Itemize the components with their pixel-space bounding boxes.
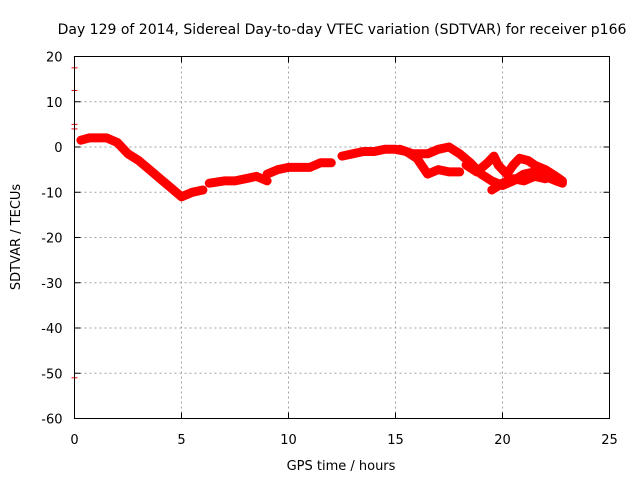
y-tick-label: -10 <box>41 186 62 201</box>
y-tick-label: -60 <box>41 413 62 428</box>
x-axis-label: GPS time / hours <box>287 459 396 474</box>
x-tick-label: 15 <box>387 433 404 448</box>
series-line-core <box>207 174 270 186</box>
axes: 0 5 10 15 20 25 20 10 0 -10 -20 -30 -40 -50 -60 <box>41 51 618 449</box>
y-tick-label: 10 <box>46 96 63 111</box>
series-line-core <box>464 154 565 183</box>
y-tick-label: -20 <box>41 232 62 247</box>
data-traces <box>76 133 567 202</box>
y-tick-label: 20 <box>46 51 63 66</box>
series-line-core <box>265 160 334 177</box>
x-tick-label: 0 <box>70 433 78 448</box>
x-tick-label: 5 <box>177 433 185 448</box>
y-tick-label: -30 <box>41 277 62 292</box>
chart-title: Day 129 of 2014, Sidereal Day-to-day VTE… <box>58 22 627 38</box>
y-tick-label: 0 <box>54 141 62 156</box>
y-axis-label: SDTVAR / TECUs <box>9 184 24 291</box>
y-tick-label: -40 <box>41 322 62 337</box>
x-tick-label: 25 <box>601 433 618 448</box>
grid-lines <box>74 56 610 419</box>
y-tick-label: -50 <box>41 367 62 382</box>
series-line-core <box>489 174 548 192</box>
x-tick-label: 10 <box>280 433 297 448</box>
series-line-core <box>78 135 205 199</box>
x-tick-label: 20 <box>494 433 511 448</box>
